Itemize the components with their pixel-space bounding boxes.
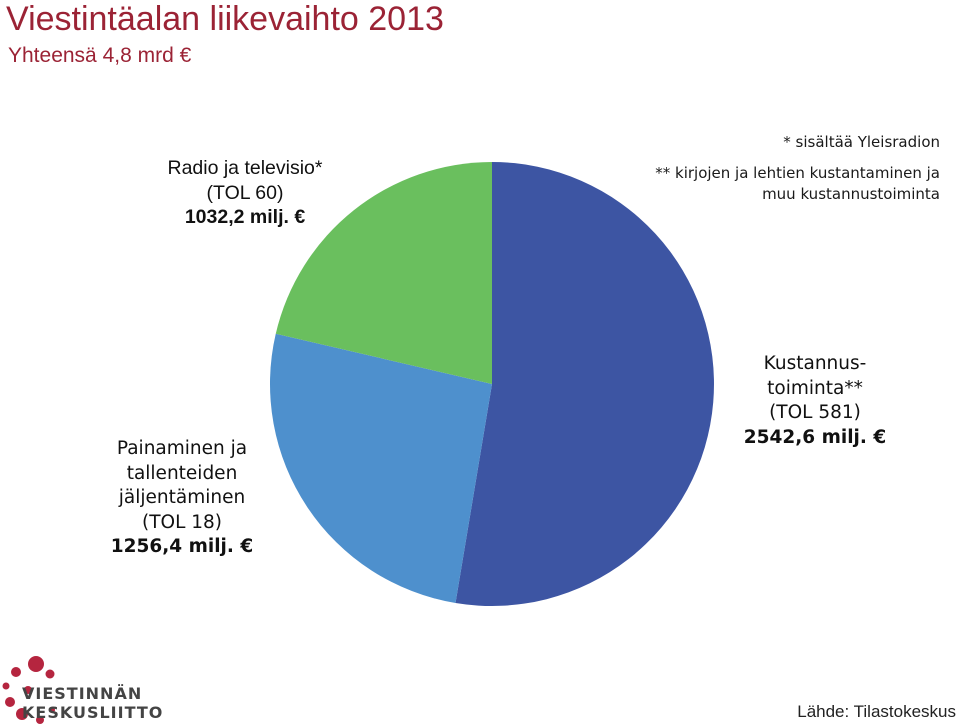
slice-label-line: (TOL 60) [206,181,284,204]
slice-label-radio-tv: Radio ja televisio* (TOL 60) 1032,2 milj… [150,156,340,230]
slice-label-line: (TOL 18) [141,511,223,533]
footnote-publishing-line1: ** kirjojen ja lehtien kustantaminen ja [655,164,940,182]
source-note: Lähde: Tilastokeskus [797,702,956,721]
slice-label-line: Kustannus- [763,353,867,374]
slice-label-line: Painaminen ja [116,438,248,459]
logo-dots-icon [2,656,55,724]
slice-label-line: toiminta** [767,377,863,399]
footnotes: * sisältää Yleisradion ** kirjojen ja le… [560,132,940,205]
logo-line2: KESKUSLIITTO [22,703,164,722]
logo: VIESTINNÄN KESKUSLIITTO [0,650,215,726]
chart-title: Viestintäalan liikevaihto 2013 [6,0,444,38]
footnote-yle: * sisältää Yleisradion [783,133,940,151]
chart-subtitle: Yhteensä 4,8 mrd € [8,44,192,67]
slice-value: 1032,2 milj. € [184,206,306,228]
slice-label-line: Radio ja televisio* [167,157,323,179]
logo-line1: VIESTINNÄN [22,684,143,703]
footnote-publishing: ** kirjojen ja lehtien kustantaminen ja … [560,163,940,205]
pie-slice-radio-tv [275,162,492,384]
slice-value: 2542,6 milj. € [743,426,887,448]
slice-label-publishing: Kustannus- toiminta** (TOL 581) 2542,6 m… [735,352,895,450]
footnote-publishing-line2: muu kustannustoiminta [762,185,940,203]
slice-label-line: jäljentäminen [118,487,246,508]
slice-label-line: (TOL 581) [769,402,861,423]
slice-value: 1256,4 milj. € [110,536,254,557]
pie-slice-publishing [455,162,714,606]
slice-label-printing: Painaminen ja tallenteiden jäljentäminen… [96,437,268,560]
slice-label-line: tallenteiden [126,462,238,484]
pie-slice-printing [269,333,492,603]
